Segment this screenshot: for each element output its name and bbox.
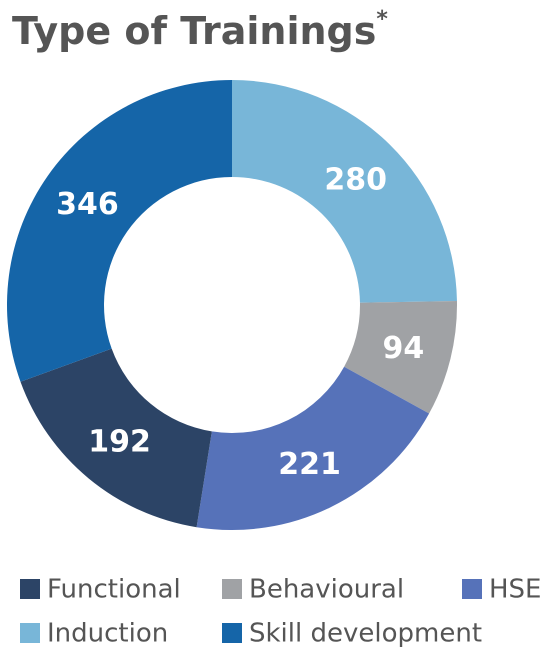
chart-title: Type of Trainings* bbox=[12, 7, 388, 53]
legend-label: HSE bbox=[489, 575, 541, 605]
title-note: * bbox=[376, 7, 388, 32]
legend-label: Skill development bbox=[249, 619, 482, 649]
legend-label: Behavioural bbox=[249, 575, 404, 605]
legend-swatch bbox=[222, 623, 242, 643]
slice bbox=[20, 348, 212, 528]
legend-label: Induction bbox=[47, 619, 168, 649]
title-text: Type of Trainings bbox=[12, 9, 376, 53]
value-label: 346 bbox=[56, 187, 119, 222]
slice bbox=[196, 366, 430, 530]
value-label: 221 bbox=[278, 447, 341, 482]
value-label: 94 bbox=[382, 331, 424, 366]
slice bbox=[232, 80, 457, 303]
slice bbox=[344, 300, 457, 414]
slice bbox=[6, 80, 233, 382]
value-label: 192 bbox=[88, 425, 151, 460]
legend-swatch bbox=[20, 623, 40, 643]
legend-label: Functional bbox=[47, 575, 181, 605]
legend-swatch bbox=[462, 579, 482, 599]
legend-swatch bbox=[20, 579, 40, 599]
value-label: 280 bbox=[324, 163, 387, 198]
legend-swatch bbox=[222, 579, 242, 599]
